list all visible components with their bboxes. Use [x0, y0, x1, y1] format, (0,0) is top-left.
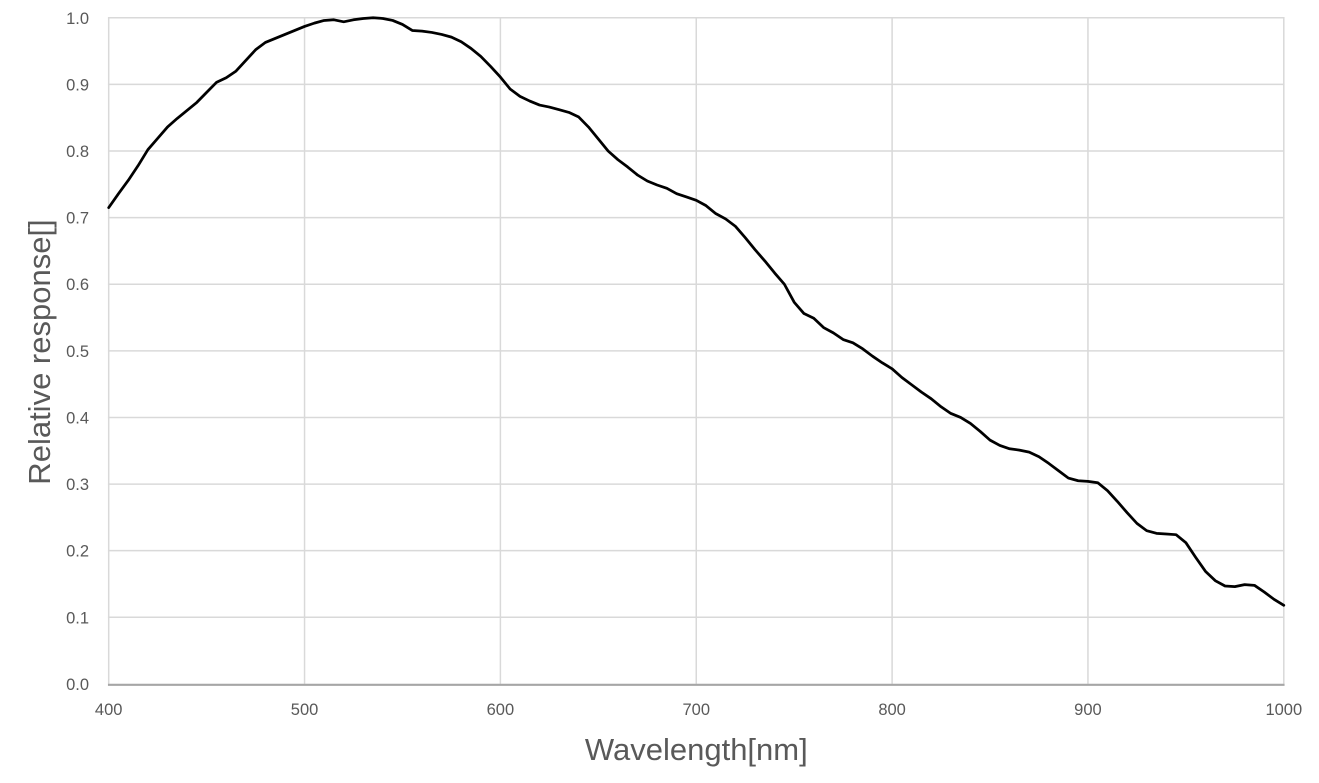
y-tick-label: 0.1	[66, 609, 89, 627]
tick-labels: 400 500 600 700 800 900 1000 0.0 0.1 0.2 0.3 0.4 0.5…	[66, 10, 1302, 719]
y-tick-label: 0.3	[66, 476, 89, 494]
y-tick-label: 0.4	[66, 409, 89, 427]
response-curve	[107, 16, 1286, 607]
y-tick-label: 0.2	[66, 543, 89, 561]
y-tick-label: 0.5	[66, 343, 89, 361]
y-tick-label: 1.0	[66, 10, 89, 28]
x-tick-label: 500	[291, 701, 319, 719]
gridlines	[107, 17, 1285, 684]
x-tick-label: 600	[487, 701, 515, 719]
x-axis-title: Wavelength[nm]	[585, 732, 808, 767]
x-tick-label: 900	[1074, 701, 1102, 719]
x-tick-label: 400	[95, 701, 123, 719]
y-tick-label: 0.9	[66, 76, 89, 94]
y-tick-label: 0.0	[66, 676, 89, 694]
y-axis-title: Relative response[]	[22, 219, 57, 484]
x-tick-label: 700	[682, 701, 710, 719]
series-group	[107, 16, 1286, 607]
x-tick-label: 1000	[1265, 701, 1302, 719]
y-tick-label: 0.6	[66, 276, 89, 294]
y-tick-label: 0.7	[66, 210, 89, 228]
x-tick-label: 800	[878, 701, 906, 719]
y-tick-label: 0.8	[66, 143, 89, 161]
